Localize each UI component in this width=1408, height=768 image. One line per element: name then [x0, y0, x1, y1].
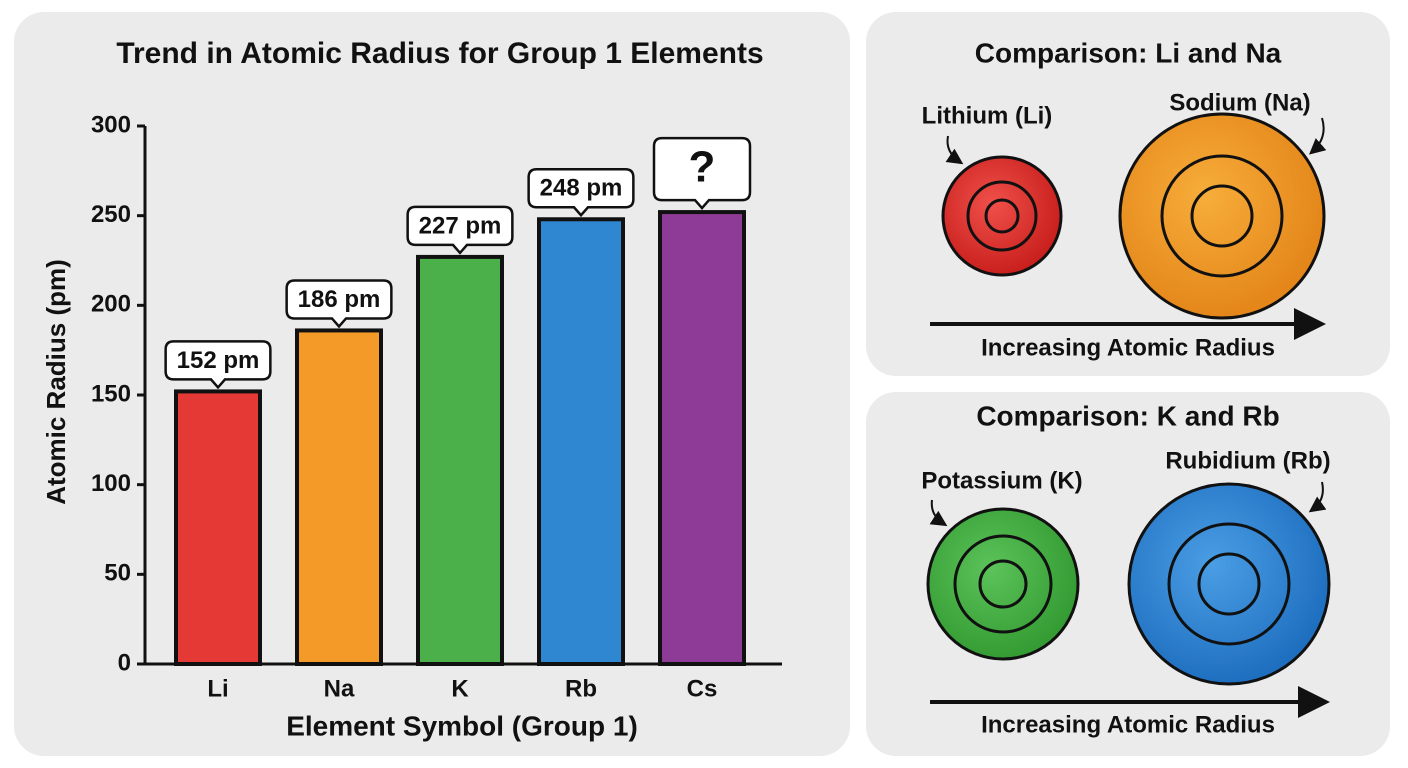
y-tick-label: 50	[104, 560, 131, 587]
y-axis-title: Atomic Radius (pm)	[41, 259, 71, 505]
x-axis-title: Element Symbol (Group 1)	[286, 710, 638, 741]
bar	[295, 328, 383, 666]
panel-title: Comparison: K and Rb	[976, 400, 1279, 431]
value-label: 227 pm	[419, 212, 502, 239]
x-tick-label: Cs	[687, 675, 718, 702]
atom-label: Lithium (Li)	[922, 102, 1053, 129]
pointer	[1308, 481, 1327, 513]
callout-box	[164, 340, 272, 390]
atom-label: Rubidium (Rb)	[1165, 447, 1330, 474]
value-label: ?	[689, 143, 716, 192]
x-tick-label: Rb	[565, 675, 597, 702]
x-tick-label: Na	[324, 675, 355, 702]
comparison-li-na: Comparison: Li and Na Lithium (Li) Sodiu…	[922, 37, 1327, 361]
callout-box	[285, 279, 393, 329]
value-callout: 186 pm	[285, 279, 393, 329]
value-label: 248 pm	[540, 175, 623, 202]
x-tick-label: Li	[207, 675, 228, 702]
bar	[537, 217, 625, 666]
bar	[416, 254, 504, 666]
callout-box	[652, 136, 752, 210]
panel-title: Comparison: Li and Na	[975, 37, 1282, 68]
arrow-label: Increasing Atomic Radius	[981, 711, 1275, 738]
y-tick-label: 300	[91, 111, 131, 138]
value-label: 152 pm	[177, 347, 260, 374]
y-tick-label: 200	[91, 291, 131, 318]
y-tick-label: 250	[91, 201, 131, 228]
bar-chart: Trend in Atomic Radius for Group 1 Eleme…	[41, 37, 782, 741]
atom-rubidium	[1127, 482, 1331, 686]
chart-title: Trend in Atomic Radius for Group 1 Eleme…	[116, 37, 763, 70]
pointer	[945, 135, 964, 165]
value-label: 186 pm	[298, 286, 381, 313]
y-tick-label: 150	[91, 380, 131, 407]
y-tick-label: 0	[118, 649, 131, 676]
atom-potassium	[926, 507, 1080, 661]
comparison-k-rb: Comparison: K and Rb Potassium (K) Rubid…	[921, 400, 1330, 738]
callout-box	[527, 168, 635, 218]
atom-label: Sodium (Na)	[1169, 89, 1310, 116]
value-callout: 227 pm	[406, 205, 514, 255]
atom-sodium	[1118, 112, 1326, 320]
callout-box	[406, 205, 514, 255]
x-tick-label: K	[451, 675, 469, 702]
pointer	[1308, 117, 1327, 155]
bar	[174, 389, 262, 666]
y-tick-label: 100	[91, 470, 131, 497]
atom-label: Potassium (K)	[921, 467, 1082, 494]
value-callout: ?	[652, 136, 752, 210]
value-callout: 248 pm	[527, 168, 635, 218]
atom-lithium	[941, 155, 1063, 277]
value-callout: 152 pm	[164, 340, 272, 390]
pointer	[929, 499, 948, 527]
bar	[658, 210, 746, 667]
arrow-label: Increasing Atomic Radius	[981, 334, 1275, 361]
